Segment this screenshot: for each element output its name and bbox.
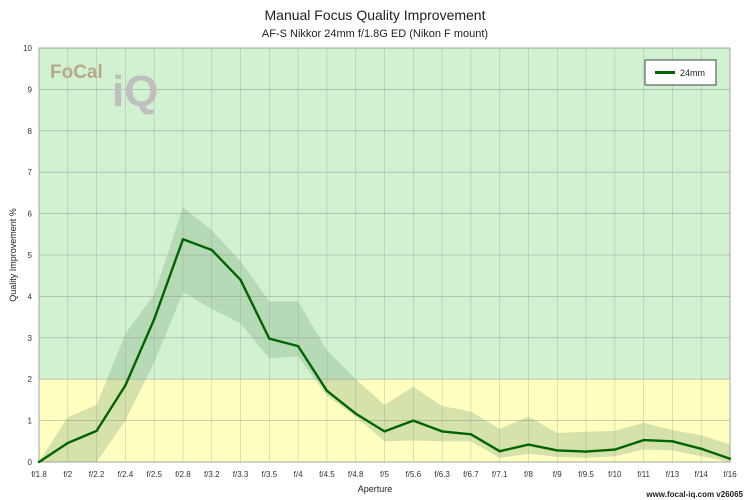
data-point [152, 317, 156, 321]
legend: 24mm [644, 59, 717, 86]
x-tick-label: f/4.8 [348, 470, 364, 479]
x-tick-label: f/4 [294, 470, 303, 479]
logo-mark-text: iQ [112, 67, 158, 116]
data-point [66, 441, 69, 445]
data-point [498, 450, 501, 453]
data-point [325, 389, 329, 392]
x-tick-labels: f/1.8 f/2 f/2.2 f/2.4 f/2.5 f/2.8 f/3.2 f/3.3 f/… [31, 470, 737, 479]
x-tick-label: f/10 [608, 470, 622, 479]
legend-entry-24mm: 24mm [680, 68, 705, 78]
x-tick-label: f/9.5 [578, 470, 594, 479]
x-tick-label: f/5 [380, 470, 389, 479]
data-point [354, 412, 357, 415]
x-tick-label: f/2.4 [118, 470, 134, 479]
data-point [296, 344, 300, 348]
data-point [728, 457, 732, 460]
data-point [700, 447, 703, 450]
data-point [383, 430, 386, 433]
y-tick-label: 5 [28, 251, 33, 260]
chart-title: Manual Focus Quality Improvement [265, 7, 486, 23]
x-tick-label: f/13 [666, 470, 680, 479]
y-tick-label: 8 [28, 127, 33, 136]
y-tick-label: 2 [28, 375, 33, 384]
data-point [584, 450, 588, 453]
x-tick-label: f/2.2 [89, 470, 105, 479]
x-tick-label: f/1.8 [31, 470, 47, 479]
footer-version: www.focal-iq.com v26065 [645, 490, 743, 499]
y-axis-label: Quality Improvement % [8, 208, 18, 302]
data-point [37, 460, 41, 464]
y-tick-label: 7 [28, 168, 33, 177]
focal-logo: FoCal iQ [50, 62, 158, 116]
x-tick-label: f/3.2 [204, 470, 220, 479]
x-tick-label: f/2.8 [175, 470, 191, 479]
data-point [613, 448, 617, 451]
x-tick-label: f/5.6 [406, 470, 422, 479]
x-tick-label: f/2 [63, 470, 72, 479]
y-tick-labels: 0 1 2 3 4 5 6 7 8 9 10 [23, 44, 32, 467]
x-tick-label: f/8 [524, 470, 533, 479]
data-point [671, 440, 674, 443]
y-tick-label: 0 [28, 458, 33, 467]
x-tick-label: f/3.3 [233, 470, 249, 479]
x-tick-label: f/6.7 [463, 470, 479, 479]
y-tick-label: 1 [28, 417, 33, 426]
data-point [469, 433, 473, 436]
x-tick-label: f/3.5 [262, 470, 278, 479]
x-tick-label: f/4.5 [319, 470, 335, 479]
series-line [37, 238, 732, 464]
confidence-band-area [39, 207, 730, 462]
data-point [440, 430, 444, 433]
y-tick-label: 10 [23, 44, 32, 53]
y-tick-label: 9 [28, 85, 33, 94]
grid-lines [38, 47, 731, 463]
x-tick-label: f/16 [723, 470, 737, 479]
data-point [210, 248, 213, 252]
data-point [556, 449, 559, 452]
data-point [527, 443, 530, 446]
data-point [124, 384, 127, 387]
logo-brand-text: FoCal [50, 62, 103, 83]
data-point [239, 278, 242, 282]
plot-frame [38, 47, 731, 463]
y-tick-label: 6 [28, 210, 33, 219]
x-axis-label: Aperture [358, 484, 393, 494]
x-tick-label: f/6.3 [434, 470, 450, 479]
y-tick-label: 4 [28, 292, 33, 301]
data-point [95, 429, 98, 433]
y-tick-label: 3 [28, 334, 33, 343]
chart-subtitle: AF-S Nikkor 24mm f/1.8G ED (Nikon F moun… [262, 28, 488, 40]
confidence-band [39, 207, 730, 462]
data-point [642, 438, 645, 442]
data-point [412, 419, 415, 422]
data-point [268, 337, 271, 340]
x-tick-label: f/11 [637, 470, 650, 479]
x-tick-label: f/2.5 [146, 470, 162, 479]
x-tick-label: f/7.1 [492, 470, 508, 479]
data-point [181, 238, 185, 241]
x-tick-label: f/9 [553, 470, 562, 479]
x-tick-label: f/14 [695, 470, 709, 479]
